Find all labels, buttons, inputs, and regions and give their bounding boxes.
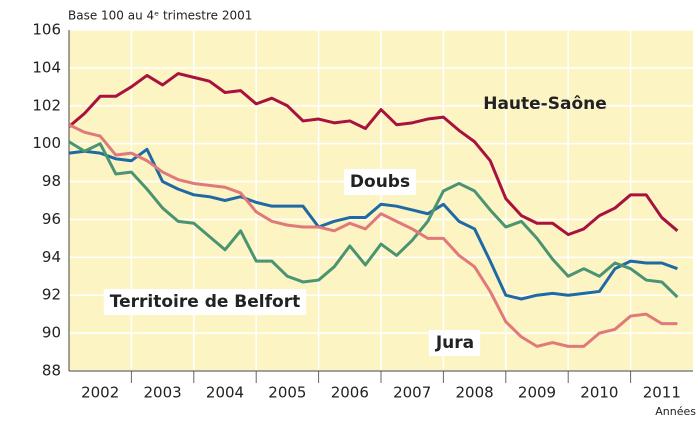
x-tick-label: 2010: [580, 384, 618, 402]
y-tick-label: 88: [42, 362, 61, 380]
x-tick-label: 2004: [206, 384, 244, 402]
x-tick-label: 2011: [643, 384, 681, 402]
x-tick-label: 2007: [393, 384, 431, 402]
series-label: Territoire de Belfort: [110, 292, 300, 312]
y-tick-label: 106: [32, 21, 61, 39]
series-label-box: [343, 169, 417, 195]
y-tick-label: 98: [42, 172, 61, 190]
x-tick-label: 2002: [81, 384, 119, 402]
x-tick-label: 2005: [268, 384, 306, 402]
series-line: [68, 147, 678, 301]
series-line: [68, 140, 679, 299]
x-tick-label: 2003: [144, 384, 182, 402]
series-line: [68, 123, 678, 348]
x-tick-label: 2009: [518, 384, 556, 402]
x-tick-label: 2006: [331, 384, 369, 402]
y-tick-label: 90: [42, 324, 61, 342]
chart-subtitle: Base 100 au 4ᵉ trimestre 2001: [68, 9, 252, 23]
y-tick-label: 104: [32, 58, 61, 76]
y-tick-label: 92: [42, 286, 61, 304]
x-tick-label: 2008: [456, 384, 494, 402]
series-label-box: [428, 330, 481, 356]
y-tick-label: 100: [32, 134, 61, 152]
y-tick-label: 96: [42, 210, 61, 228]
series-label: Haute-Saône: [483, 94, 607, 114]
series-label: Doubs: [350, 172, 410, 192]
series-label: Jura: [435, 333, 474, 353]
series-label-box: [103, 289, 307, 315]
y-tick-label: 102: [32, 96, 61, 114]
y-tick-label: 94: [42, 248, 61, 266]
series-line: [68, 72, 679, 237]
x-axis-label: Années: [655, 405, 696, 418]
